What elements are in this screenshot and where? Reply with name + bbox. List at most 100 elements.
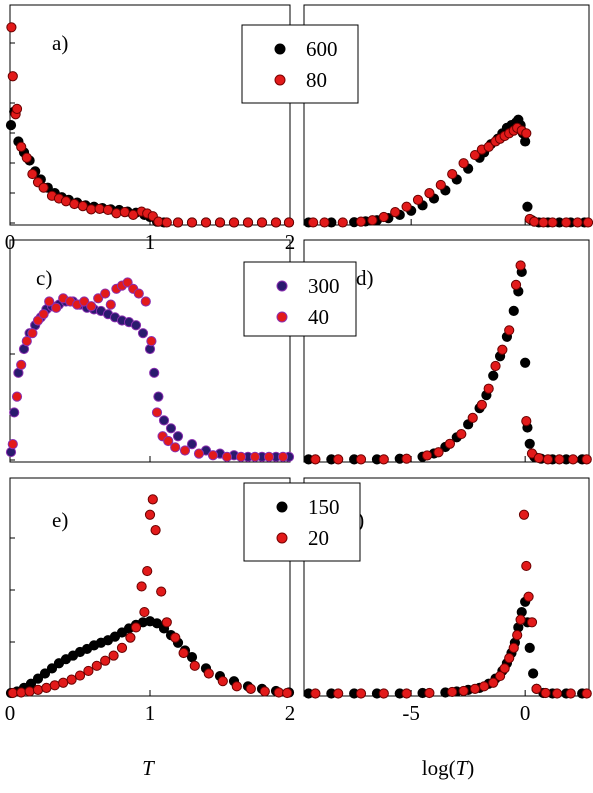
panel-a-point <box>283 217 295 228</box>
legend-bottom-marker <box>276 501 288 513</box>
panel-e-point <box>108 650 119 661</box>
panel-b-point <box>447 168 458 180</box>
panel-e-point <box>203 668 214 679</box>
panel-a-point <box>102 204 114 216</box>
panel-a-point <box>172 217 184 228</box>
panel-b-point <box>337 217 348 228</box>
panel-c-point <box>100 288 111 299</box>
panel-d-point <box>521 415 532 427</box>
panel-c-point <box>158 415 170 426</box>
panel-b-point <box>435 179 446 191</box>
panel-a-point <box>111 208 122 219</box>
panel-f-point <box>515 614 526 625</box>
panel-d-point <box>504 325 515 336</box>
legend-bottom-marker <box>276 532 288 544</box>
x-axis-label-right-var: T <box>456 756 469 780</box>
panel-b-point <box>522 201 533 212</box>
panel-e-point <box>41 682 52 693</box>
panel-c-point <box>9 407 20 418</box>
panel-a-point <box>60 196 72 207</box>
panel-e-point <box>259 686 270 697</box>
panel-c-point <box>149 367 160 378</box>
panel-f-point <box>521 560 532 572</box>
panel-a-point <box>38 182 49 193</box>
panel-d-point <box>533 452 544 464</box>
panel-f-point <box>499 663 510 674</box>
panel-d-point <box>483 383 494 394</box>
panel-e-point <box>39 668 51 679</box>
panel-d-point <box>508 305 519 316</box>
panel-c-point <box>249 451 261 462</box>
panel-f-point <box>333 688 344 699</box>
panel-e-point <box>7 687 18 699</box>
panel-f-point <box>469 683 481 694</box>
panel-a-point <box>214 217 226 228</box>
panel-d-point <box>433 447 444 458</box>
panel-c-point <box>207 450 219 461</box>
panel-c-point <box>79 296 90 307</box>
panel-a-point <box>86 204 97 215</box>
panel-d-label: d) <box>356 266 374 290</box>
panel-d-point <box>333 454 344 465</box>
panel-d-point <box>567 454 579 465</box>
panel-c-point <box>163 435 174 447</box>
panel-c-point <box>93 293 104 304</box>
panel-c-point <box>153 391 164 402</box>
panel-c-point <box>16 359 27 370</box>
panel-e-point <box>273 687 284 698</box>
panel-d-point <box>554 454 565 465</box>
panel-f-point <box>565 688 576 699</box>
panel-f-point <box>528 668 539 679</box>
panel-f-point <box>540 687 551 699</box>
panel-a-label: a) <box>52 31 68 55</box>
panel-d-point <box>310 454 321 465</box>
panel-a-point <box>16 141 27 152</box>
panel-d-point <box>444 438 456 449</box>
panel-e-point <box>32 684 44 696</box>
panel-d-frame <box>303 239 590 463</box>
panel-d-point <box>378 454 389 465</box>
legend-middle-marker <box>276 280 288 292</box>
panel-e-point <box>151 618 163 629</box>
panel-a-series-0 <box>5 106 295 228</box>
panel-c-point <box>170 442 181 453</box>
panel-a-point <box>7 71 18 82</box>
panel-f-point <box>504 653 515 664</box>
panel-c-point <box>11 391 23 402</box>
panel-d-point <box>476 399 487 410</box>
panel-a-point <box>119 207 130 218</box>
panel-c-point <box>44 296 55 307</box>
legend-bottom-box <box>243 482 361 562</box>
panel-b-point <box>582 217 593 228</box>
panel-e-point <box>144 509 156 520</box>
panel-c-label: c) <box>36 266 52 290</box>
panel-c-point <box>21 336 32 347</box>
panel-a-point <box>270 217 282 228</box>
panel-d-point <box>467 412 478 423</box>
panel-c-point <box>51 302 62 313</box>
panel-a-point <box>186 217 198 228</box>
panel-d-point <box>510 279 522 291</box>
panel-e-label: e) <box>52 508 68 532</box>
panel-a-point <box>69 198 80 210</box>
panel-c-point <box>122 277 133 288</box>
panel-a-point <box>153 216 164 227</box>
panel-e-point <box>156 586 167 597</box>
panel-f-point <box>494 670 506 682</box>
panel-c-point <box>137 328 149 339</box>
panel-a-point <box>21 152 32 163</box>
panel-a-point <box>128 209 139 220</box>
panel-c-point <box>263 451 275 462</box>
panel-c-point <box>140 296 151 307</box>
panel-e-point <box>245 683 256 694</box>
panel-a-point <box>94 203 105 214</box>
panel-d-point <box>520 357 531 368</box>
panel-a-point <box>256 217 268 228</box>
panel-b-point <box>401 201 412 212</box>
panel-b-point <box>424 188 435 199</box>
panel-e-point <box>91 660 102 671</box>
panel-f-point <box>488 677 499 688</box>
